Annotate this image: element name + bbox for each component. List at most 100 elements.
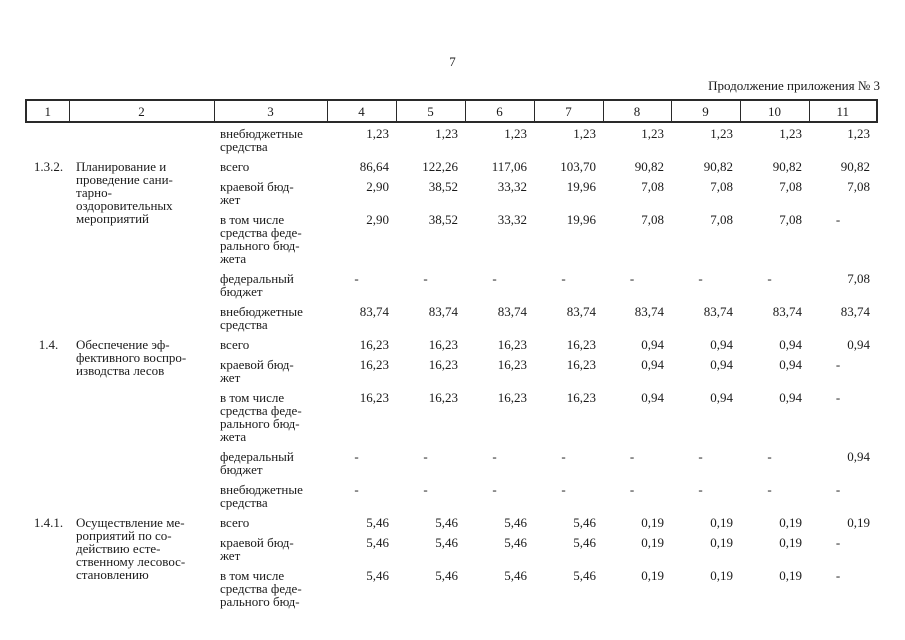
value-cell: 16,23 <box>566 390 596 405</box>
value-cell: 83,74 <box>359 304 389 319</box>
value-cell: 7,08 <box>641 212 664 227</box>
value-cell: 5,46 <box>504 515 527 530</box>
row-label: всего <box>220 515 250 530</box>
section-number: 1.4.1. <box>33 515 64 530</box>
row-label: краевой бюд- жет <box>220 179 294 207</box>
section-name: Обеспечение эф- фективного воспро- извод… <box>76 337 187 378</box>
column-header: 7 <box>533 99 604 123</box>
row-label: краевой бюд- жет <box>220 535 294 563</box>
value-cell: 5,46 <box>435 535 458 550</box>
value-cell: 0,19 <box>779 515 802 530</box>
value-cell: 16,23 <box>359 390 389 405</box>
value-cell: 7,08 <box>847 179 870 194</box>
value-cell: - <box>835 212 841 227</box>
value-cell: 0,19 <box>710 568 733 583</box>
value-cell: - <box>835 568 841 583</box>
table-row: внебюджетные средства 83,74 83,74 83,74 83,7… <box>26 298 877 331</box>
column-header: 6 <box>464 99 535 123</box>
value-cell: 90,82 <box>840 159 870 174</box>
value-cell: 7,08 <box>779 179 802 194</box>
row-label: внебюджетные средства <box>220 482 303 510</box>
table-row: федеральный бюджет - - - - - - - 0,94 <box>26 443 877 476</box>
column-header: 1 <box>25 99 70 123</box>
row-label: в том числе средства феде- рального бюд-… <box>220 212 302 266</box>
value-cell: - <box>629 271 635 286</box>
value-cell: 83,74 <box>634 304 664 319</box>
value-cell: 5,46 <box>573 515 596 530</box>
value-cell: 83,74 <box>703 304 733 319</box>
value-cell: - <box>835 482 841 497</box>
value-cell: 0,19 <box>779 535 802 550</box>
value-cell: - <box>629 449 635 464</box>
value-cell: 0,19 <box>641 515 664 530</box>
value-cell: 16,23 <box>497 390 527 405</box>
value-cell: 0,19 <box>847 515 870 530</box>
value-cell: 38,52 <box>428 179 458 194</box>
table-row: краевой бюд- жет 5,46 5,46 5,46 5,46 0,19 0,19… <box>26 529 877 562</box>
value-cell: 83,74 <box>566 304 596 319</box>
table-row: внебюджетные средства - - - - - - - - <box>26 476 877 509</box>
value-cell: - <box>354 271 359 286</box>
value-cell: 19,96 <box>566 179 596 194</box>
table-row: внебюджетные средства 1,23 1,23 1,23 1,23 1,2… <box>26 122 877 153</box>
value-cell: 5,46 <box>366 515 389 530</box>
value-cell: 83,74 <box>772 304 802 319</box>
value-cell: 38,52 <box>428 212 458 227</box>
section-number: 1.3.2. <box>33 159 64 174</box>
continuation-note: Продолжение приложения № 3 <box>708 78 880 93</box>
value-cell: 16,23 <box>428 337 458 352</box>
page-number: 7 <box>449 54 456 69</box>
row-label: федеральный бюджет <box>220 449 294 477</box>
value-cell: - <box>835 357 841 372</box>
value-cell: 0,94 <box>847 337 870 352</box>
section-number <box>26 122 69 153</box>
value-cell: - <box>354 449 359 464</box>
value-cell: 5,46 <box>435 568 458 583</box>
column-header: 5 <box>395 99 466 123</box>
value-cell: 117,06 <box>491 159 527 174</box>
value-cell: 0,94 <box>641 337 664 352</box>
value-cell: 0,94 <box>710 337 733 352</box>
value-cell: - <box>835 535 841 550</box>
value-cell: 0,94 <box>779 390 802 405</box>
value-cell: - <box>492 482 497 497</box>
value-cell: 5,46 <box>366 568 389 583</box>
table-row: в том числе средства феде- рального бюд-… <box>26 206 877 265</box>
value-cell: - <box>423 271 428 286</box>
table-row: 1.4.1. Осуществление ме- роприятий по со-… <box>26 509 877 581</box>
value-cell: 16,23 <box>566 357 596 372</box>
value-cell: 0,19 <box>710 535 733 550</box>
value-cell: 5,46 <box>573 568 596 583</box>
value-cell: 16,23 <box>428 357 458 372</box>
value-cell: - <box>423 482 428 497</box>
value-cell: 83,74 <box>428 304 458 319</box>
section-number: 1.4. <box>38 337 59 352</box>
value-cell: 0,19 <box>641 535 664 550</box>
column-header: 3 <box>213 99 328 123</box>
section-name: Планирование и проведение сани- тарно- о… <box>76 159 173 226</box>
value-cell: 16,23 <box>497 337 527 352</box>
value-cell: - <box>767 449 772 464</box>
value-cell: - <box>492 271 497 286</box>
value-cell: 7,08 <box>710 212 733 227</box>
value-cell: 0,94 <box>641 390 664 405</box>
value-cell: 5,46 <box>435 515 458 530</box>
budget-table: 1 2 3 4 5 6 7 8 9 10 11 внебюджетные сре… <box>25 99 878 608</box>
value-cell: 1,23 <box>847 126 870 141</box>
value-cell: 0,94 <box>710 357 733 372</box>
row-label: федеральный бюджет <box>220 271 294 299</box>
value-cell: 19,96 <box>566 212 596 227</box>
value-cell: - <box>698 482 703 497</box>
value-cell: - <box>629 482 635 497</box>
value-cell: - <box>354 482 359 497</box>
value-cell: 16,23 <box>428 390 458 405</box>
column-header: 10 <box>739 99 810 123</box>
row-label: всего <box>220 337 250 352</box>
value-cell: 1,23 <box>504 126 527 141</box>
value-cell: 16,23 <box>497 357 527 372</box>
row-label: в том числе средства феде- рального бюд-… <box>220 390 302 444</box>
value-cell: - <box>835 390 841 405</box>
value-cell: - <box>698 449 703 464</box>
value-cell: 5,46 <box>366 535 389 550</box>
